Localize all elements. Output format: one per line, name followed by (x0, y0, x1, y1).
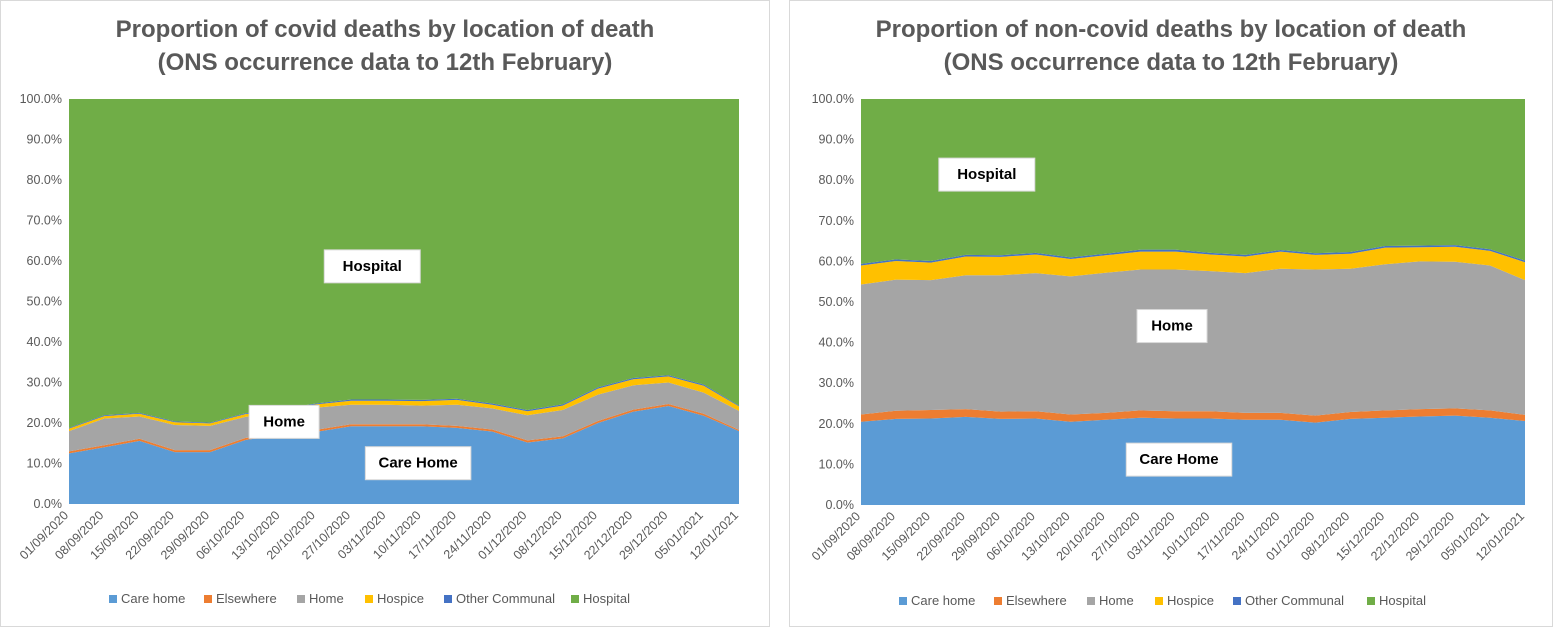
legend-swatch (444, 595, 452, 603)
legend-swatch (1087, 597, 1095, 605)
legend-item-care-home: Care home (899, 593, 975, 608)
y-tick-label: 0.0% (826, 498, 855, 512)
y-tick-label: 80.0% (819, 173, 854, 187)
legend-label: Home (1099, 593, 1134, 608)
annotation-label: Care Home (1139, 451, 1218, 468)
chart-title: Proportion of covid deaths by location o… (1, 13, 769, 79)
y-tick-label: 90.0% (27, 133, 62, 147)
legend-swatch (109, 595, 117, 603)
y-tick-label: 10.0% (27, 457, 62, 471)
legend-label: Elsewhere (216, 591, 277, 606)
chart-title-line-2: (ONS occurrence data to 12th February) (157, 49, 613, 76)
y-tick-label: 30.0% (27, 376, 62, 390)
legend-label: Elsewhere (1006, 593, 1067, 608)
y-tick-label: 50.0% (27, 295, 62, 309)
legend-item-other-communal: Other Communal (1233, 593, 1344, 608)
legend-label: Other Communal (456, 591, 555, 606)
legend-item-hospice: Hospice (365, 591, 424, 606)
legend-swatch (365, 595, 373, 603)
area-series-elsewhere (69, 403, 739, 454)
legend-swatch (899, 597, 907, 605)
legend-label: Hospice (377, 591, 424, 606)
annotation-hospital: Hospital (938, 157, 1036, 192)
area-series-home (69, 382, 739, 452)
legend-label: Hospital (583, 591, 630, 606)
covid-deaths-chart-panel: Proportion of covid deaths by location o… (0, 0, 770, 627)
legend-item-elsewhere: Elsewhere (204, 591, 277, 606)
legend-swatch (1367, 597, 1375, 605)
y-tick-label: 60.0% (819, 254, 854, 268)
non-covid-deaths-chart-panel: Proportion of non-covid deaths by locati… (789, 0, 1553, 627)
legend-item-hospice: Hospice (1155, 593, 1214, 608)
annotation-box (938, 157, 1036, 192)
y-tick-label: 50.0% (819, 295, 854, 309)
legend-swatch (1155, 597, 1163, 605)
y-tick-label: 90.0% (819, 133, 854, 147)
legend-item-care-home: Care home (109, 591, 185, 606)
y-tick-label: 10.0% (819, 457, 854, 471)
chart-title: Proportion of non-covid deaths by locati… (790, 13, 1552, 79)
legend-item-other-communal: Other Communal (444, 591, 555, 606)
annotation-label: Hospital (957, 166, 1016, 183)
y-tick-label: 40.0% (27, 335, 62, 349)
y-tick-label: 70.0% (27, 214, 62, 228)
area-series-elsewhere (861, 408, 1525, 423)
chart-title-line-1: Proportion of covid deaths by location o… (115, 16, 655, 43)
annotation-box (1136, 309, 1208, 344)
y-tick-label: 60.0% (27, 254, 62, 268)
annotation-label: Home (1151, 318, 1193, 335)
area-series-hospice (861, 246, 1525, 285)
area-series-hospice (69, 376, 739, 432)
annotation-care-home: Care Home (364, 446, 472, 481)
annotation-home: Home (248, 404, 320, 439)
legend-label: Care home (121, 591, 185, 606)
annotation-label: Hospital (343, 258, 402, 275)
legend-item-home: Home (1087, 593, 1134, 608)
y-tick-label: 100.0% (20, 92, 62, 106)
y-tick-label: 70.0% (819, 214, 854, 228)
legend-swatch (994, 597, 1002, 605)
annotation-box (364, 446, 472, 481)
y-tick-label: 20.0% (27, 416, 62, 430)
annotation-label: Care Home (379, 455, 458, 472)
annotation-box (248, 404, 320, 439)
legend-label: Hospice (1167, 593, 1214, 608)
y-tick-label: 20.0% (819, 417, 854, 431)
legend-label: Hospital (1379, 593, 1426, 608)
legend-label: Home (309, 591, 344, 606)
annotation-home: Home (1136, 309, 1208, 344)
legend-swatch (297, 595, 305, 603)
covid-deaths-area-chart: 0.0% 10.0% 20.0% 30.0% 40.0% 50.0% 60.0% 70.0% 8… (17, 92, 741, 606)
legend-item-elsewhere: Elsewhere (994, 593, 1067, 608)
legend-swatch (1233, 597, 1241, 605)
chart-title-line-1: Proportion of non-covid deaths by locati… (875, 16, 1467, 43)
area-series-other-communal (861, 245, 1525, 266)
y-tick-label: 30.0% (819, 376, 854, 390)
annotation-care-home: Care Home (1125, 442, 1233, 477)
legend-item-hospital: Hospital (1367, 593, 1426, 608)
legend-label: Other Communal (1245, 593, 1344, 608)
legend-swatch (571, 595, 579, 603)
annotation-hospital: Hospital (323, 249, 421, 284)
annotation-box (1125, 442, 1233, 477)
y-tick-label: 0.0% (34, 497, 63, 511)
y-tick-label: 100.0% (812, 92, 854, 106)
area-series-hospital (861, 99, 1525, 264)
annotation-label: Home (263, 413, 305, 430)
legend-item-home: Home (297, 591, 344, 606)
legend-swatch (204, 595, 212, 603)
legend-label: Care home (911, 593, 975, 608)
annotation-box (323, 249, 421, 284)
y-tick-label: 40.0% (819, 336, 854, 350)
non-covid-deaths-area-chart: 0.0% 10.0% 20.0% 30.0% 40.0% 50.0% 60.0% 70.0% 8… (809, 92, 1527, 608)
chart-title-line-2: (ONS occurrence data to 12th February) (943, 49, 1399, 76)
legend-item-hospital: Hospital (571, 591, 630, 606)
y-tick-label: 80.0% (27, 173, 62, 187)
